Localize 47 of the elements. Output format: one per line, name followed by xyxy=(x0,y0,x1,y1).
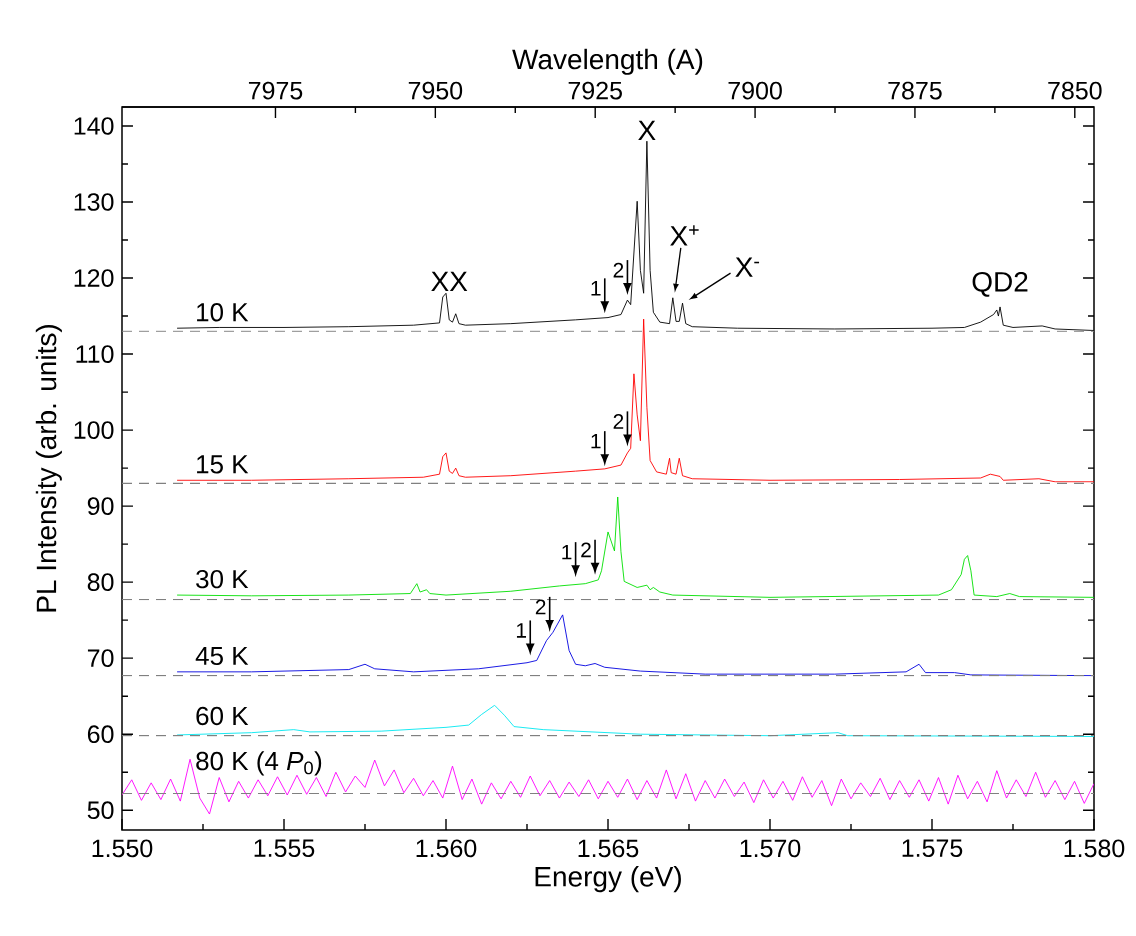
annotation: 1 xyxy=(591,281,601,296)
annotation: 1 xyxy=(562,544,572,560)
x-tick-label: 1.580 xyxy=(1064,839,1125,858)
y-tick-label: 110 xyxy=(76,345,114,363)
x-tick-label: 1.565 xyxy=(578,839,639,858)
series-label: 45 K xyxy=(195,646,249,666)
x-axis-title: Energy (eV) xyxy=(535,866,681,893)
y-tick-label: 130 xyxy=(74,193,114,211)
x2-tick-label: 7875 xyxy=(888,81,942,100)
annotation: 1 xyxy=(516,623,527,638)
x-tick-label: 1.560 xyxy=(416,839,477,858)
series-label: 60 K xyxy=(196,706,249,726)
y-tick-label: 100 xyxy=(74,421,114,439)
y-tick-label: 60 xyxy=(87,725,114,744)
x2-tick-label: 7950 xyxy=(408,81,463,100)
x-tick-label: 1.555 xyxy=(254,839,315,857)
x2-tick-label: 7900 xyxy=(728,81,782,100)
x-tick-label: 1.570 xyxy=(740,839,801,858)
line-series xyxy=(176,496,1094,598)
y-tick-label: 50 xyxy=(87,801,114,820)
x-tick-label: 1.550 xyxy=(92,839,153,858)
annotation: X$^{+}$ xyxy=(670,225,699,246)
y-tick-label: 120 xyxy=(74,269,114,287)
annotation: X$^{-}$ xyxy=(735,257,760,277)
annotation: 2 xyxy=(613,262,624,278)
annotation: 2 xyxy=(613,414,624,429)
x-tick-label: 1.575 xyxy=(902,839,963,857)
y-tick-label: 140 xyxy=(74,117,114,135)
series-label: 15 K xyxy=(197,455,249,474)
annotation: 2 xyxy=(535,599,546,615)
x2-axis-title: Wavelength (A) xyxy=(512,48,703,75)
y-tick-label: 80 xyxy=(87,573,114,591)
series-label: 80 K (4 P$_{0}$) xyxy=(196,751,322,776)
x2-tick-label: 7850 xyxy=(1048,81,1102,100)
annotation: X xyxy=(638,120,656,140)
y-tick-label: 70 xyxy=(87,649,114,668)
x2-tick-label: 7925 xyxy=(568,81,622,100)
annotation: XX xyxy=(431,271,468,292)
x2-tick-label: 7975 xyxy=(248,81,303,100)
series-label: 30 K xyxy=(196,569,249,589)
annotation: 2 xyxy=(581,542,591,558)
y-axis-title: PL Intensity (arb. units) xyxy=(35,325,62,612)
annotation: 1 xyxy=(591,433,601,449)
line-series xyxy=(176,704,1094,737)
annotation: QD2 xyxy=(972,271,1028,297)
series-label: 10 K xyxy=(197,303,249,322)
y-tick-label: 90 xyxy=(87,497,114,515)
